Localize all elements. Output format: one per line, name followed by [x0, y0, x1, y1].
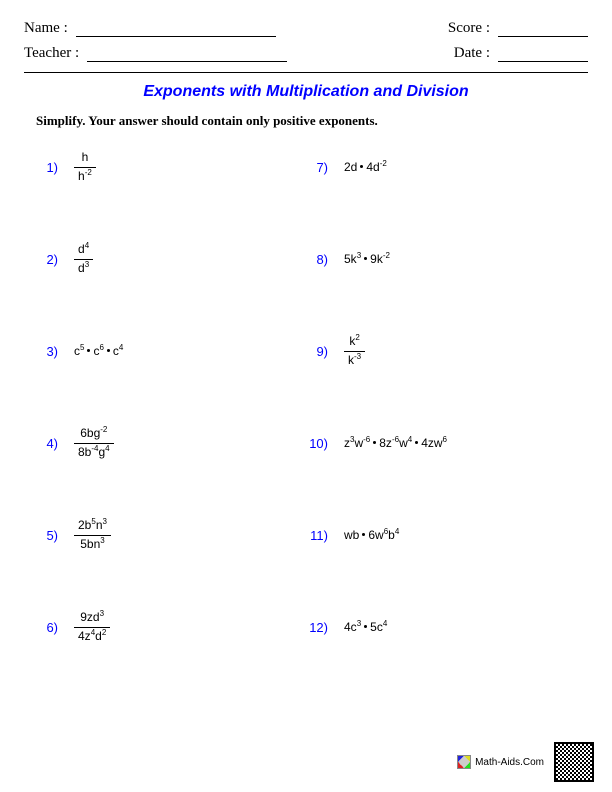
term: 5k3 [344, 252, 361, 266]
problem: 9) k2k-3 [306, 333, 576, 369]
problem-number: 4) [36, 436, 58, 451]
problem: 4) 6bg-28b-4g4 [36, 425, 306, 461]
problem-number: 6) [36, 620, 58, 635]
term: 6w6b4 [368, 528, 399, 542]
multiply-dot-icon [360, 165, 363, 168]
date-blank[interactable] [498, 47, 588, 62]
name-blank[interactable] [76, 22, 276, 37]
problem-number: 5) [36, 528, 58, 543]
problem-expression: z3w-6 8z-6w4 4zw6 [344, 436, 447, 450]
fraction-denominator: 5bn3 [74, 536, 111, 553]
problem-expression: 4c3 5c4 [344, 620, 387, 634]
page-title: Exponents with Multiplication and Divisi… [24, 83, 588, 101]
problem-expression: 2b5n35bn3 [74, 518, 111, 552]
multiply-dot-icon [107, 349, 110, 352]
problem-expression: 9zd34z4d2 [74, 610, 110, 644]
score-field: Score : [448, 20, 588, 37]
fraction: d4d3 [74, 242, 93, 276]
fraction: 6bg-28b-4g4 [74, 426, 114, 460]
term: c4 [113, 344, 123, 358]
fraction: hh-2 [74, 150, 96, 184]
problem-number: 9) [306, 344, 328, 359]
problem: 8) 5k3 9k-2 [306, 241, 576, 277]
qr-code-icon [554, 742, 594, 782]
multiply-dot-icon [373, 441, 376, 444]
problem-expression: d4d3 [74, 242, 93, 276]
multiply-dot-icon [87, 349, 90, 352]
problem-number: 12) [306, 620, 328, 635]
fraction-numerator: 6bg-2 [74, 426, 114, 444]
problem: 7) 2d 4d-2 [306, 149, 576, 185]
multiply-dot-icon [364, 625, 367, 628]
problem-expression: k2k-3 [344, 334, 365, 368]
term: wb [344, 528, 359, 542]
fraction-numerator: d4 [74, 242, 93, 260]
fraction-numerator: k2 [344, 334, 365, 352]
term: 9k-2 [370, 252, 390, 266]
fraction-numerator: 9zd3 [74, 610, 110, 628]
problem-expression: wb 6w6b4 [344, 528, 399, 542]
instructions: Simplify. Your answer should contain onl… [36, 113, 588, 129]
fraction-denominator: k-3 [344, 352, 365, 369]
problem-expression: hh-2 [74, 150, 96, 184]
fraction-denominator: 4z4d2 [74, 628, 110, 645]
header-row-2: Teacher : Date : [24, 45, 588, 62]
term: 5c4 [370, 620, 387, 634]
problem-number: 8) [306, 252, 328, 267]
term: z3w-6 [344, 436, 370, 450]
problem-expression: 5k3 9k-2 [344, 252, 390, 266]
teacher-blank[interactable] [87, 47, 287, 62]
problem: 6) 9zd34z4d2 [36, 609, 306, 645]
problem-number: 7) [306, 160, 328, 175]
problem-number: 10) [306, 436, 328, 451]
footer: Math-Aids.Com [457, 742, 594, 782]
multiply-dot-icon [364, 257, 367, 260]
problem-expression: 6bg-28b-4g4 [74, 426, 114, 460]
problems-grid: 1) hh-2 7) 2d 4d-2 2) d4d3 8) 5k3 9k-2 3) c5 c6 c4 9) k… [24, 149, 588, 645]
footer-site: Math-Aids.Com [475, 757, 544, 768]
problem: 2) d4d3 [36, 241, 306, 277]
header-row-1: Name : Score : [24, 20, 588, 37]
term: c5 [74, 344, 84, 358]
problem-number: 11) [306, 528, 328, 543]
term: c6 [93, 344, 103, 358]
term: 4zw6 [421, 436, 447, 450]
score-label: Score : [448, 20, 490, 37]
name-field: Name : [24, 20, 276, 37]
problem-expression: c5 c6 c4 [74, 344, 123, 358]
fraction-denominator: d3 [74, 260, 93, 277]
problem: 5) 2b5n35bn3 [36, 517, 306, 553]
problem-expression: 2d 4d-2 [344, 160, 387, 174]
fraction-numerator: 2b5n3 [74, 518, 111, 536]
multiply-dot-icon [362, 533, 365, 536]
problem: 10) z3w-6 8z-6w4 4zw6 [306, 425, 576, 461]
term: 8z-6w4 [379, 436, 412, 450]
term: 2d [344, 160, 357, 174]
problem: 12) 4c3 5c4 [306, 609, 576, 645]
problem: 1) hh-2 [36, 149, 306, 185]
problem: 11) wb 6w6b4 [306, 517, 576, 553]
fraction-numerator: h [74, 150, 96, 168]
fraction: 9zd34z4d2 [74, 610, 110, 644]
score-blank[interactable] [498, 22, 588, 37]
problem-number: 3) [36, 344, 58, 359]
multiply-dot-icon [415, 441, 418, 444]
problem-number: 2) [36, 252, 58, 267]
date-field: Date : [454, 45, 588, 62]
header-divider [24, 72, 588, 73]
term: 4d-2 [366, 160, 386, 174]
date-label: Date : [454, 45, 490, 62]
fraction-denominator: h-2 [74, 168, 96, 185]
problem-number: 1) [36, 160, 58, 175]
teacher-label: Teacher : [24, 45, 79, 62]
teacher-field: Teacher : [24, 45, 287, 62]
name-label: Name : [24, 20, 68, 37]
term: 4c3 [344, 620, 361, 634]
problem: 3) c5 c6 c4 [36, 333, 306, 369]
fraction: 2b5n35bn3 [74, 518, 111, 552]
fraction: k2k-3 [344, 334, 365, 368]
fraction-denominator: 8b-4g4 [74, 444, 114, 461]
logo-icon [457, 755, 471, 769]
